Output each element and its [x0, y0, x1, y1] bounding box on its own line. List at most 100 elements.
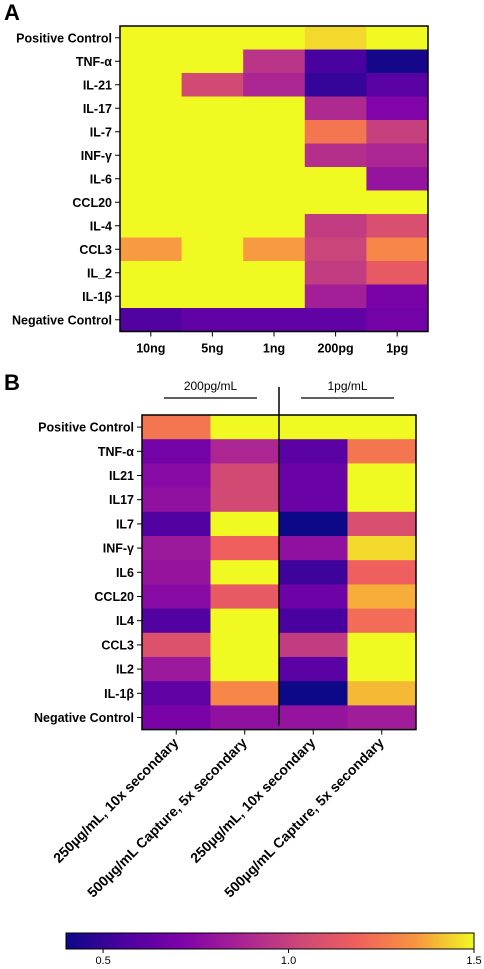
cell-a-9-1: [181, 237, 244, 262]
cell-b-6-1: [210, 560, 280, 585]
row-label-b: INF-γ: [103, 542, 134, 556]
cell-b-11-1: [210, 681, 280, 706]
colorbar-tick-label: 1.0: [281, 955, 296, 967]
row-label-b: Negative Control: [34, 711, 134, 725]
panel-b-heatmap: 200pg/mL 1pg/mL Positive Control TNF-α IL21 I…: [34, 379, 417, 900]
cell-b-2-1: [210, 463, 280, 488]
row-label-b: IL4: [116, 614, 134, 628]
row-label-a: IL-1β: [82, 290, 112, 304]
cell-a-1-2: [243, 49, 306, 74]
cell-b-4-0: [142, 511, 211, 537]
cell-a-6-0: [120, 167, 182, 191]
row-label-a: INF-γ: [81, 149, 112, 163]
cell-b-0-1: [210, 415, 280, 440]
row-label-a: Negative Control: [12, 313, 112, 327]
cell-a-4-2: [243, 120, 306, 144]
panel-a-letter: A: [4, 0, 20, 25]
cell-a-12-2: [243, 308, 306, 332]
cell-b-6-2: [279, 560, 348, 585]
cell-a-8-3: [304, 214, 367, 238]
cell-b-5-3: [347, 536, 417, 561]
cell-a-9-4: [366, 237, 429, 262]
cell-b-8-0: [142, 608, 211, 634]
col-label-a: 5ng: [201, 342, 223, 356]
cell-a-1-1: [181, 49, 244, 74]
cell-a-5-3: [304, 143, 367, 168]
cell-a-10-4: [366, 261, 429, 285]
cell-b-2-0: [142, 463, 211, 488]
cell-b-10-1: [210, 657, 280, 682]
cell-a-4-3: [304, 120, 367, 144]
cell-a-4-0: [120, 120, 182, 144]
cell-a-6-3: [304, 167, 367, 191]
cell-b-7-1: [210, 584, 280, 609]
cell-a-3-4: [366, 96, 429, 121]
cell-a-8-4: [366, 214, 429, 238]
cell-a-1-0: [120, 49, 182, 74]
cell-a-5-0: [120, 143, 182, 168]
cell-b-11-2: [279, 681, 348, 706]
cell-a-2-1: [181, 73, 244, 97]
row-label-a: IL-7: [90, 125, 112, 139]
cell-a-11-0: [120, 284, 182, 309]
row-label-b: IL7: [116, 517, 134, 531]
cell-a-12-4: [366, 308, 429, 332]
cell-b-7-2: [279, 584, 348, 609]
row-label-b: Positive Control: [38, 421, 134, 435]
row-label-a: CCL20: [72, 196, 112, 210]
cell-a-0-1: [181, 26, 244, 50]
cell-a-8-1: [181, 214, 244, 238]
cell-a-12-1: [181, 308, 244, 332]
row-label-a: IL-6: [90, 172, 112, 186]
cell-b-2-3: [347, 463, 417, 488]
cell-b-10-3: [347, 657, 417, 682]
row-label-b: IL6: [116, 566, 134, 580]
cell-a-3-1: [181, 96, 244, 121]
colorbar: 0.5 1.0 1.5: [65, 932, 482, 967]
row-label-a: IL-17: [83, 102, 112, 116]
row-label-a: CCL3: [79, 243, 112, 257]
cell-a-12-0: [120, 308, 182, 332]
cell-a-7-0: [120, 190, 182, 215]
cell-a-2-4: [366, 73, 429, 97]
row-label-b: IL21: [109, 469, 134, 483]
cell-a-4-4: [366, 120, 429, 144]
cell-a-2-3: [304, 73, 367, 97]
row-label-a: IL_2: [87, 266, 112, 280]
cell-a-8-2: [243, 214, 306, 238]
cell-b-9-2: [279, 632, 348, 658]
cell-b-5-1: [210, 536, 280, 561]
cell-a-0-4: [366, 26, 429, 50]
row-label-a: IL-21: [83, 78, 112, 92]
cell-a-10-2: [243, 261, 306, 285]
colorbar-tick-label: 1.5: [466, 955, 481, 967]
row-label-a: Positive Control: [16, 31, 112, 45]
cell-a-10-3: [304, 261, 367, 285]
cell-b-3-0: [142, 487, 211, 513]
cell-a-7-2: [243, 190, 306, 215]
cell-b-0-0: [142, 415, 211, 440]
cell-b-8-2: [279, 608, 348, 634]
cell-b-3-3: [347, 487, 417, 513]
cell-b-9-0: [142, 632, 211, 658]
cell-b-5-0: [142, 536, 211, 561]
cell-b-9-1: [210, 632, 280, 658]
cell-b-7-0: [142, 584, 211, 609]
cell-a-7-1: [181, 190, 244, 215]
panel-b-letter: B: [4, 370, 20, 395]
cell-a-2-2: [243, 73, 306, 97]
cell-a-3-0: [120, 96, 182, 121]
cell-a-7-4: [366, 190, 429, 215]
cell-b-12-2: [279, 705, 348, 730]
cell-b-6-3: [347, 560, 417, 585]
panel-a-heatmap: Positive Control TNF-α IL-21 IL-17 IL-7 INF-γ…: [12, 25, 429, 356]
cell-b-12-0: [142, 705, 211, 730]
col-label-b: 250µg/mL, 10x secondary: [187, 734, 319, 866]
cell-a-2-0: [120, 73, 182, 97]
row-label-b: IL17: [109, 493, 134, 507]
cell-a-1-4: [366, 49, 429, 74]
cell-b-8-3: [347, 608, 417, 634]
cell-b-12-3: [347, 705, 417, 730]
cell-b-2-2: [279, 463, 348, 488]
cell-b-1-0: [142, 439, 211, 464]
